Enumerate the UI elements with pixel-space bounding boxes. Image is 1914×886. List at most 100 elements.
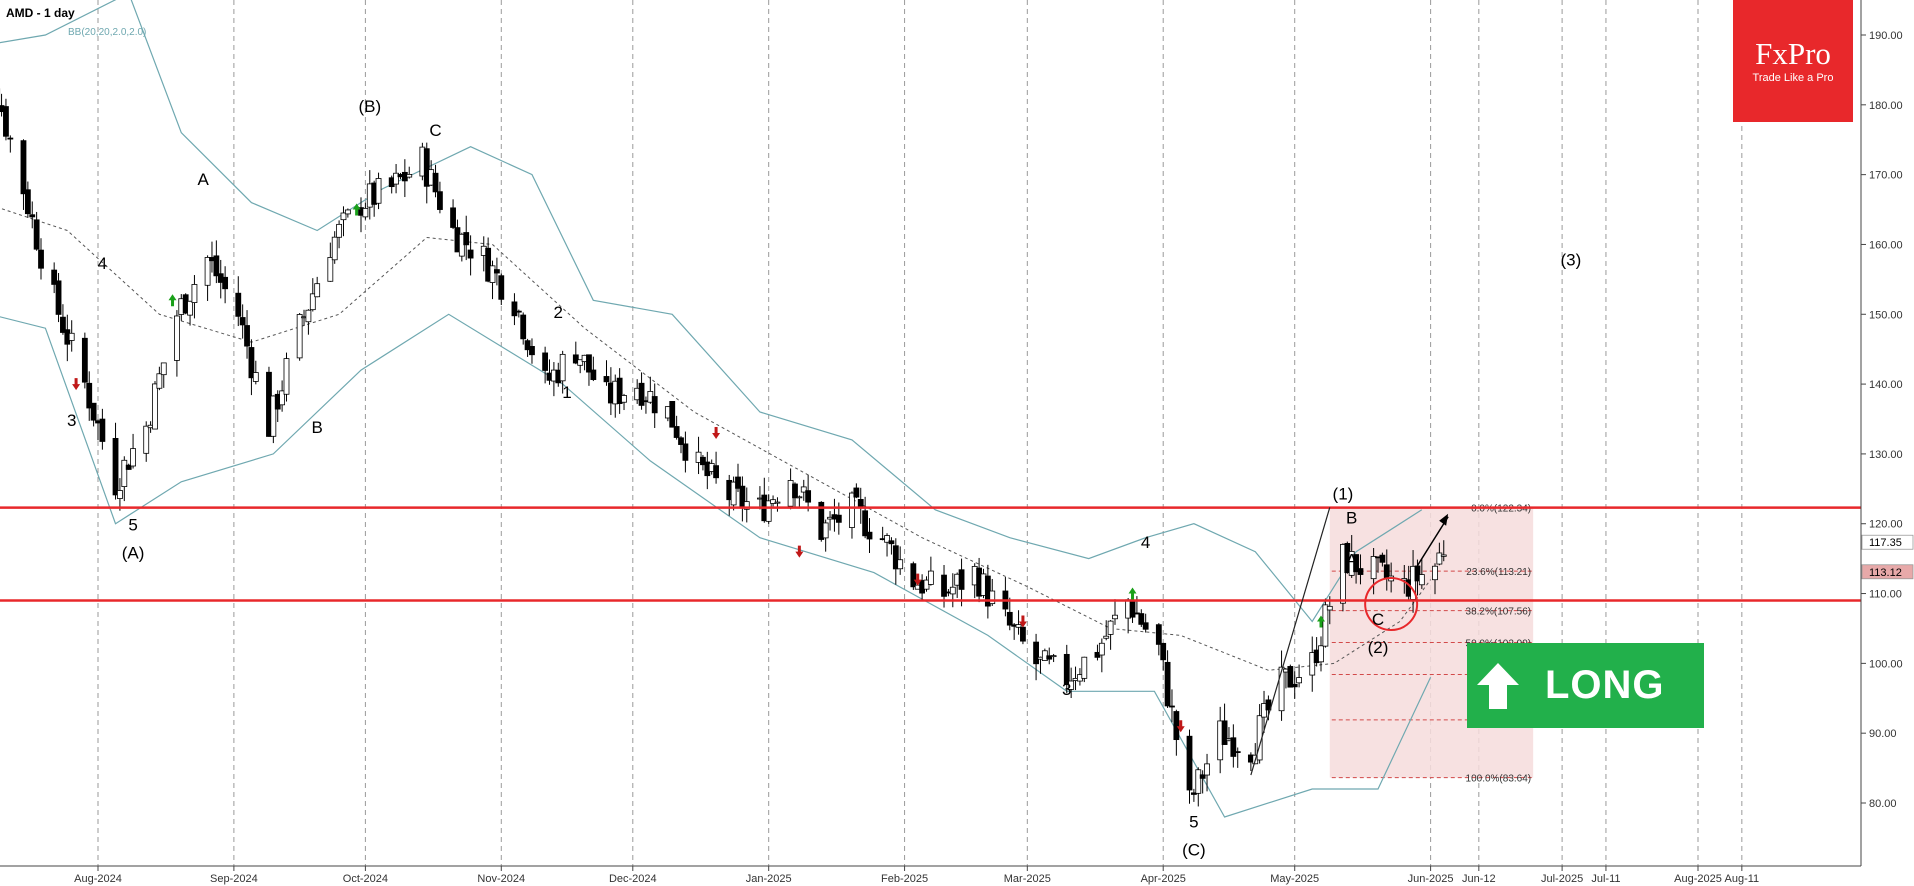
candle-body (1164, 661, 1171, 707)
candle-body (20, 140, 27, 195)
x-tick-label: Dec-2024 (609, 873, 657, 885)
y-tick-label: 170.00 (1869, 170, 1903, 182)
candle-body (152, 383, 158, 430)
candle-body (239, 317, 246, 326)
x-tick-label: Jan-2025 (746, 873, 792, 885)
candle-body (892, 545, 899, 570)
candle-body (33, 219, 40, 250)
candle-body (235, 292, 242, 317)
bollinger-lower (0, 313, 1432, 818)
candle-body (393, 172, 399, 185)
candle-body (3, 106, 9, 137)
candle-body (463, 232, 470, 246)
highlight-circle (1364, 577, 1419, 632)
candle-body (204, 257, 211, 286)
candle-body (700, 456, 706, 466)
candle-body (309, 293, 316, 311)
candle-body (586, 354, 592, 373)
candle-body (1432, 565, 1438, 581)
candle-body (86, 382, 93, 409)
candle-body (958, 569, 965, 590)
sell-signal-marker (72, 378, 81, 391)
x-tick-label: Oct-2024 (343, 873, 388, 885)
wave-label: 5 (128, 516, 137, 535)
candle-body (344, 209, 351, 215)
logo-brand: FxPro (1755, 36, 1831, 71)
candle-body (213, 255, 220, 277)
candle-body (822, 522, 829, 539)
candle-body (989, 590, 996, 605)
candle-body (55, 280, 62, 315)
y-tick-label: 140.00 (1869, 379, 1903, 391)
candle-body (559, 353, 566, 382)
candle-body (888, 540, 895, 545)
candle-body (279, 390, 286, 406)
candle-body (1353, 554, 1359, 573)
candle-body (1340, 544, 1346, 604)
candle-body (1318, 645, 1324, 663)
y-tick-label: 180.00 (1869, 100, 1903, 112)
candle-body (423, 148, 430, 187)
candle-body (862, 510, 869, 537)
indicator-label: BB(20,20,2.0,2.0) (68, 27, 146, 38)
candle-body (1221, 720, 1228, 745)
candle-body (713, 465, 719, 479)
candle-body (1020, 626, 1026, 642)
sell-signal-marker (913, 573, 922, 586)
wave-label: 4 (1141, 533, 1150, 552)
current-price-tag-text: 117.35 (1869, 537, 1902, 549)
long-signal-badge: LONG (1467, 643, 1704, 728)
candle-body (743, 501, 750, 510)
candle-body (29, 214, 36, 218)
candle-body (1326, 605, 1333, 611)
candle-body (1309, 652, 1316, 676)
candle-body (7, 137, 14, 140)
candle-body (818, 501, 825, 540)
candle-body (730, 481, 737, 506)
candle-body (406, 173, 413, 178)
chart-title: AMD - 1 day (6, 6, 75, 20)
candle-body (1265, 699, 1272, 711)
candle-body (125, 464, 132, 470)
candle-body (603, 376, 610, 383)
y-tick-label: 130.00 (1869, 449, 1903, 461)
candle-body (244, 325, 250, 347)
wave-label: C (429, 121, 441, 140)
candle-body (1287, 666, 1294, 688)
x-tick-label: Jun-2025 (1408, 873, 1454, 885)
y-tick-label: 120.00 (1869, 519, 1903, 531)
candle-body (1291, 683, 1298, 688)
candle-body (520, 314, 527, 340)
candle-body (621, 395, 627, 403)
y-tick-label: 150.00 (1869, 309, 1903, 321)
candle-body (375, 178, 382, 204)
candle-body (1234, 751, 1241, 753)
candle-body (99, 418, 106, 442)
candle-body (1063, 653, 1070, 686)
candle-body (1103, 635, 1110, 639)
candle-body (1142, 622, 1149, 630)
candle-body (884, 535, 890, 543)
candle-body (467, 249, 474, 259)
fib-level-label: 100.0%(83.64) (1466, 774, 1532, 785)
candle-body (1160, 642, 1167, 661)
candle-body (849, 492, 855, 528)
long-label: LONG (1545, 663, 1665, 707)
marked-price-tag-box (1861, 564, 1914, 580)
candle-body (1107, 620, 1114, 635)
x-tick-label: Apr-2025 (1141, 873, 1186, 885)
fxpro-logo: FxPro Trade Like a Pro (1733, 0, 1853, 122)
wave-label: 1 (562, 383, 571, 402)
candle-body (437, 191, 443, 210)
candle-body (305, 309, 312, 323)
x-tick-label: Aug-2025 (1674, 873, 1722, 885)
wave-label: (B) (358, 97, 381, 116)
wave-label: A (1346, 551, 1358, 570)
candle-body (81, 337, 88, 383)
y-tick-label: 100.00 (1869, 658, 1903, 670)
candle-body (117, 490, 123, 499)
candle-body (51, 269, 58, 285)
candle-body (669, 401, 676, 428)
